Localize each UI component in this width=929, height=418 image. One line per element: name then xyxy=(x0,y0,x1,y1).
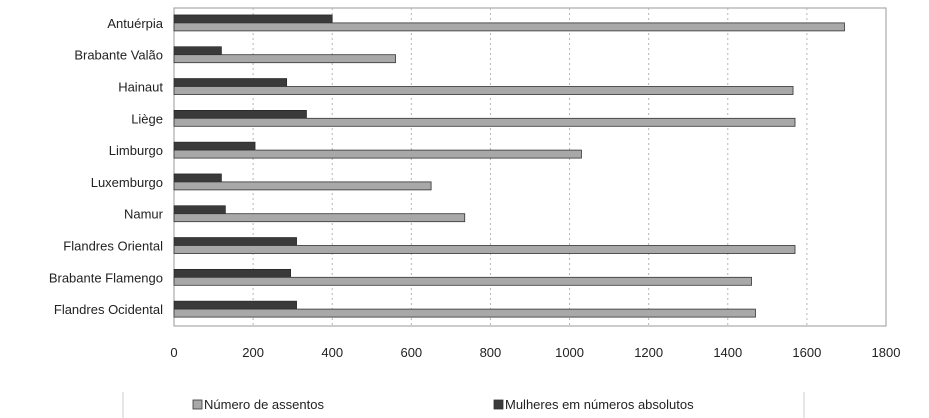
bar-women xyxy=(173,205,226,214)
category-label: Brabante Flamengo xyxy=(49,270,163,285)
bar-seats xyxy=(173,54,396,64)
bar-women xyxy=(173,110,307,119)
x-tick-label: 1200 xyxy=(634,345,663,360)
x-tick-label: 400 xyxy=(321,345,343,360)
legend-swatch-seats xyxy=(192,399,203,410)
bar-women xyxy=(173,14,333,24)
category-label: Flandres Oriental xyxy=(63,239,163,254)
category-label: Namur xyxy=(124,207,164,222)
category-label: Antuérpia xyxy=(107,16,163,31)
category-label: Limburgo xyxy=(109,143,163,158)
category-label: Hainaut xyxy=(118,80,163,95)
legend-label-women: Mulheres em números absolutos xyxy=(505,397,694,412)
category-label: Brabante Valão xyxy=(74,48,163,63)
legend: Número de assentos Mulheres em números a… xyxy=(122,392,805,418)
bar-seats xyxy=(173,117,796,127)
x-tick-label: 0 xyxy=(170,345,177,360)
x-tick-label: 600 xyxy=(400,345,422,360)
bar-seats xyxy=(173,245,796,254)
bar-women xyxy=(173,268,291,278)
x-tick-label: 800 xyxy=(480,345,502,360)
category-label: Flandres Ocidental xyxy=(54,302,163,317)
bar-seats xyxy=(173,86,794,95)
category-labels: Antuérpia Brabante Valão Hainaut Liège Limbu… xyxy=(49,16,164,317)
bar-women xyxy=(173,300,297,310)
x-tick-label: 1400 xyxy=(713,345,742,360)
x-tick-label: 1000 xyxy=(555,345,584,360)
category-label: Liège xyxy=(131,111,163,126)
x-tick-label: 1800 xyxy=(872,345,901,360)
bar-women xyxy=(173,78,288,87)
category-label: Luxemburgo xyxy=(91,175,163,190)
legend-swatch-women xyxy=(493,399,504,410)
bar-women xyxy=(173,237,297,246)
bars xyxy=(173,14,845,318)
bar-women xyxy=(173,173,222,183)
bar-seats xyxy=(173,276,752,286)
bar-women xyxy=(173,46,222,56)
bar-women xyxy=(173,141,256,151)
x-tick-label: 1600 xyxy=(792,345,821,360)
bar-seats xyxy=(173,308,756,318)
bar-seats xyxy=(173,181,432,191)
bar-seats xyxy=(173,149,582,159)
bar-seats xyxy=(173,213,466,223)
x-axis-ticks: 0 200 400 600 800 1000 1200 1400 1600 1800 xyxy=(170,345,900,360)
x-tick-label: 200 xyxy=(242,345,264,360)
bar-seats xyxy=(173,22,845,32)
legend-label-seats: Número de assentos xyxy=(204,397,324,412)
